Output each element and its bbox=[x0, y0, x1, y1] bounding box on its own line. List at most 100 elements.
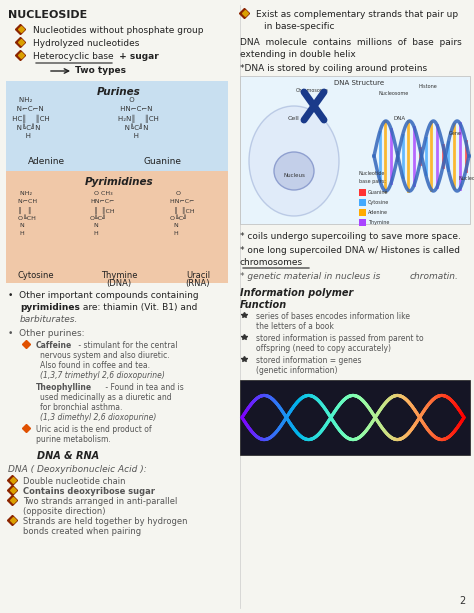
FancyBboxPatch shape bbox=[240, 76, 470, 224]
Text: N╚C╝N: N╚C╝N bbox=[10, 124, 40, 131]
Text: base pairs:: base pairs: bbox=[359, 179, 386, 184]
Text: Nucleosome: Nucleosome bbox=[379, 91, 409, 96]
FancyBboxPatch shape bbox=[6, 81, 228, 171]
Text: offspring (need to copy accurately): offspring (need to copy accurately) bbox=[256, 344, 391, 353]
Text: Uric acid is the end product of: Uric acid is the end product of bbox=[36, 425, 152, 434]
Text: N╚C╝N: N╚C╝N bbox=[118, 124, 148, 131]
Text: O: O bbox=[118, 97, 135, 103]
Text: * one long supercoiled DNA w/ Histones is called: * one long supercoiled DNA w/ Histones i… bbox=[240, 246, 460, 255]
Text: N: N bbox=[16, 223, 25, 228]
Text: Two types: Two types bbox=[75, 66, 126, 75]
Text: Double nucleotide chain: Double nucleotide chain bbox=[23, 477, 126, 486]
Text: O CH₃: O CH₃ bbox=[90, 191, 113, 196]
Text: the letters of a book: the letters of a book bbox=[256, 322, 334, 331]
Text: Contains deoxyribose sugar: Contains deoxyribose sugar bbox=[23, 487, 155, 496]
Text: Two strands arranged in anti-parallel: Two strands arranged in anti-parallel bbox=[23, 497, 177, 506]
Text: Uracil: Uracil bbox=[186, 271, 210, 280]
Text: Exist as complementary strands that pair up: Exist as complementary strands that pair… bbox=[256, 10, 458, 19]
Text: •  Other purines:: • Other purines: bbox=[8, 329, 84, 338]
Text: (RNA): (RNA) bbox=[186, 279, 210, 288]
Ellipse shape bbox=[274, 152, 314, 190]
Text: ║  ║CH: ║ ║CH bbox=[90, 207, 115, 214]
Text: Gene: Gene bbox=[449, 131, 462, 136]
Text: (genetic information): (genetic information) bbox=[256, 366, 337, 375]
Text: bonds created when pairing: bonds created when pairing bbox=[23, 527, 141, 536]
Text: DNA: DNA bbox=[394, 116, 406, 121]
FancyBboxPatch shape bbox=[359, 199, 366, 206]
Text: Histone: Histone bbox=[419, 84, 438, 89]
Text: Adenine: Adenine bbox=[27, 157, 64, 166]
Text: Heterocyclic base: Heterocyclic base bbox=[33, 52, 114, 61]
Text: H: H bbox=[90, 231, 99, 236]
Text: N⌐CH: N⌐CH bbox=[16, 199, 37, 204]
Text: NUCLEOSIDE: NUCLEOSIDE bbox=[8, 10, 87, 20]
Text: N: N bbox=[90, 223, 99, 228]
FancyBboxPatch shape bbox=[359, 189, 366, 196]
Text: NH₂: NH₂ bbox=[10, 97, 32, 103]
Text: ║  ║CH: ║ ║CH bbox=[168, 207, 195, 214]
Text: Caffeine: Caffeine bbox=[36, 341, 72, 350]
Text: (DNA): (DNA) bbox=[107, 279, 132, 288]
Text: Nucleotide: Nucleotide bbox=[459, 176, 474, 181]
Text: chromatin.: chromatin. bbox=[410, 272, 459, 281]
Text: N: N bbox=[168, 223, 179, 228]
Text: DNA Structure: DNA Structure bbox=[334, 80, 384, 86]
Ellipse shape bbox=[249, 106, 339, 216]
Text: *DNA is stored by coiling around proteins: *DNA is stored by coiling around protein… bbox=[240, 64, 427, 73]
Text: - stimulant for the central: - stimulant for the central bbox=[76, 341, 177, 350]
Text: Hydrolyzed nucleotides: Hydrolyzed nucleotides bbox=[33, 39, 139, 48]
Text: H: H bbox=[168, 231, 179, 236]
Text: Cytosine: Cytosine bbox=[18, 271, 55, 280]
Text: purine metabolism.: purine metabolism. bbox=[36, 435, 111, 444]
Text: Nucleotides without phosphate group: Nucleotides without phosphate group bbox=[33, 26, 203, 35]
Text: in base-specific: in base-specific bbox=[264, 22, 335, 31]
Text: used medicinally as a diuretic and: used medicinally as a diuretic and bbox=[40, 393, 172, 402]
Text: stored information is passed from parent to: stored information is passed from parent… bbox=[256, 334, 424, 343]
Text: Cell: Cell bbox=[288, 116, 300, 121]
Text: Information polymer: Information polymer bbox=[240, 288, 353, 298]
FancyBboxPatch shape bbox=[6, 171, 228, 283]
Text: HC║    ║CH: HC║ ║CH bbox=[10, 115, 50, 123]
Text: HN⌐C⌐: HN⌐C⌐ bbox=[90, 199, 114, 204]
Text: H: H bbox=[16, 231, 25, 236]
Text: - Found in tea and is: - Found in tea and is bbox=[103, 383, 184, 392]
Text: Nucleotide: Nucleotide bbox=[359, 171, 385, 176]
Text: O╚C╝: O╚C╝ bbox=[90, 215, 107, 221]
Text: (1,3,7 trimethyl 2,6 dioxopurine): (1,3,7 trimethyl 2,6 dioxopurine) bbox=[40, 371, 165, 380]
Text: Thymine: Thymine bbox=[368, 220, 389, 225]
Text: barbiturates.: barbiturates. bbox=[20, 315, 78, 324]
Text: H: H bbox=[10, 133, 31, 139]
Text: Chromosome: Chromosome bbox=[296, 88, 329, 93]
Text: chromosomes: chromosomes bbox=[240, 258, 303, 267]
Text: Cytosine: Cytosine bbox=[368, 200, 389, 205]
Text: pyrimidines: pyrimidines bbox=[20, 303, 80, 312]
Text: DNA ( Deoxyribonucleic Acid ):: DNA ( Deoxyribonucleic Acid ): bbox=[8, 465, 147, 474]
Text: Thymine: Thymine bbox=[101, 271, 137, 280]
Text: * genetic material in nucleus is: * genetic material in nucleus is bbox=[240, 272, 380, 281]
Text: are: thiamin (Vit. B1) and: are: thiamin (Vit. B1) and bbox=[80, 303, 197, 312]
Text: Also found in coffee and tea.: Also found in coffee and tea. bbox=[40, 361, 150, 370]
Text: stored information = genes: stored information = genes bbox=[256, 356, 362, 365]
Text: * coils undergo supercoiling to save more space.: * coils undergo supercoiling to save mor… bbox=[240, 232, 461, 241]
Text: DNA  molecule  contains  millions  of  base  pairs: DNA molecule contains millions of base p… bbox=[240, 38, 462, 47]
FancyBboxPatch shape bbox=[240, 380, 470, 455]
Text: (1,3 dimethyl 2,6 dioxopurine): (1,3 dimethyl 2,6 dioxopurine) bbox=[40, 413, 156, 422]
Text: O╚C╝: O╚C╝ bbox=[168, 215, 187, 221]
Text: (opposite direction): (opposite direction) bbox=[23, 507, 106, 516]
Text: •  Other important compounds containing: • Other important compounds containing bbox=[8, 291, 199, 300]
Text: 2: 2 bbox=[460, 596, 466, 606]
Text: H: H bbox=[118, 133, 139, 139]
Text: ║   ║: ║ ║ bbox=[16, 207, 31, 214]
Text: Guanine: Guanine bbox=[144, 157, 182, 166]
Text: + sugar: + sugar bbox=[116, 52, 159, 61]
Text: DNA & RNA: DNA & RNA bbox=[37, 451, 99, 461]
Text: extending in double helix: extending in double helix bbox=[240, 50, 356, 59]
Text: Strands are held together by hydrogen: Strands are held together by hydrogen bbox=[23, 517, 188, 526]
FancyBboxPatch shape bbox=[359, 209, 366, 216]
Text: HN⌐C⌐N: HN⌐C⌐N bbox=[118, 106, 153, 112]
Text: H₂N║    ║CH: H₂N║ ║CH bbox=[118, 115, 159, 123]
Text: Nucleus: Nucleus bbox=[283, 173, 305, 178]
Text: Adenine: Adenine bbox=[368, 210, 388, 215]
Text: Guanine: Guanine bbox=[368, 190, 389, 195]
Text: Theophylline: Theophylline bbox=[36, 383, 92, 392]
